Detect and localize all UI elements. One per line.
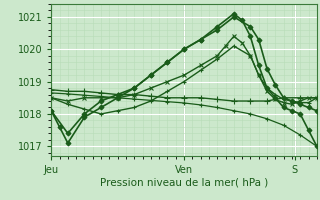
X-axis label: Pression niveau de la mer( hPa ): Pression niveau de la mer( hPa ) [100, 178, 268, 188]
